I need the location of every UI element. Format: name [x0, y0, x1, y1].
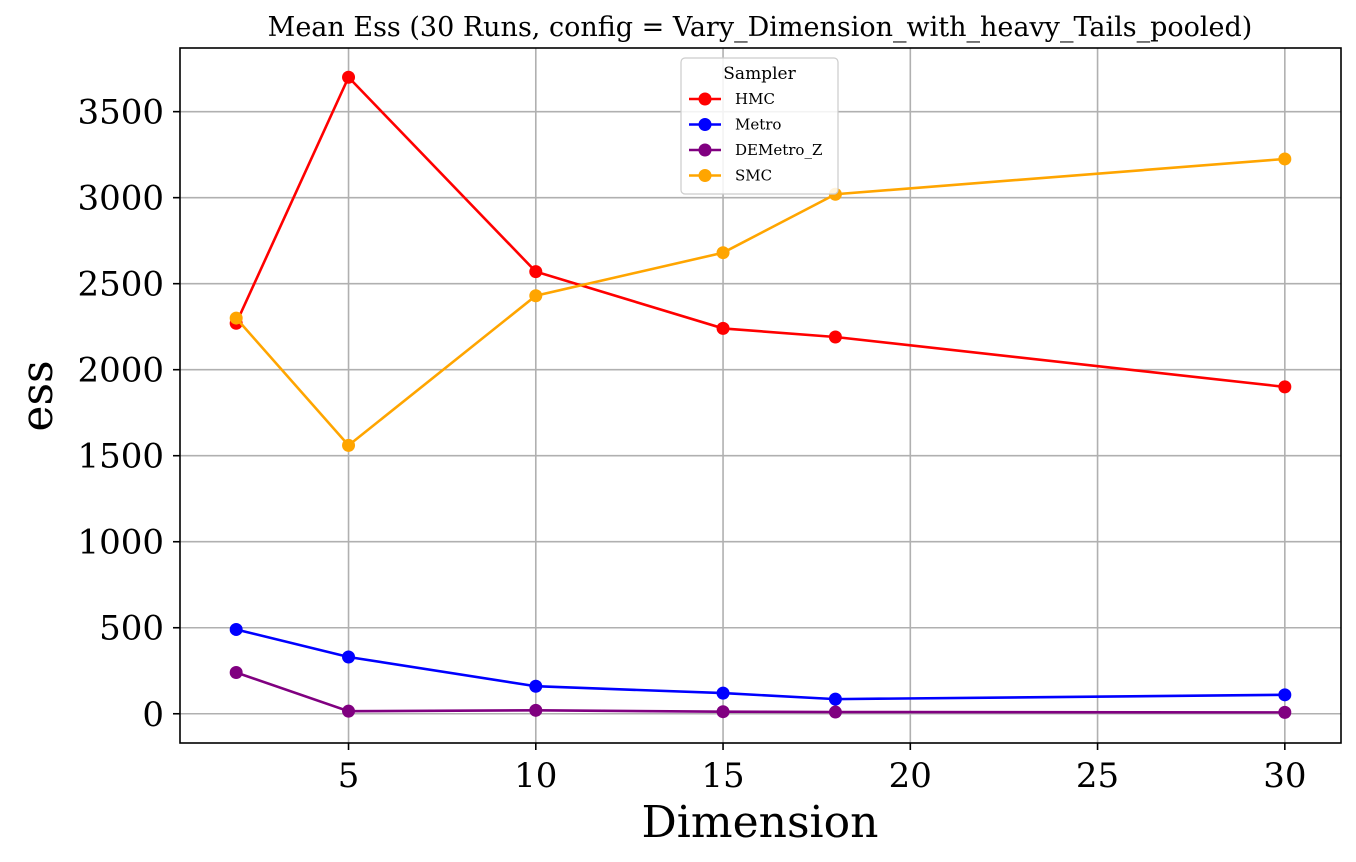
x-tick-label: 10 — [514, 756, 557, 796]
data-point-smc — [1278, 152, 1292, 166]
y-tick-label: 500 — [99, 609, 164, 649]
data-point-smc — [529, 289, 543, 303]
data-point-metro — [529, 679, 543, 693]
data-point-hmc — [529, 265, 543, 279]
legend-label: Metro — [735, 116, 781, 134]
plot-frame — [179, 47, 1342, 744]
data-point-metro — [716, 686, 730, 700]
legend-label: HMC — [735, 90, 775, 108]
legend-title: Sampler — [723, 64, 796, 84]
legend-swatch-marker — [698, 92, 712, 106]
legend-box — [680, 57, 839, 195]
x-tick-label: 25 — [1076, 756, 1119, 796]
y-tick-label: 1500 — [77, 437, 164, 477]
data-point-demetro-z — [229, 665, 243, 679]
legend-item-metro: Metro — [689, 116, 781, 134]
data-point-hmc — [342, 70, 356, 84]
x-tick-label: 15 — [701, 756, 744, 796]
legend-item-smc: SMC — [689, 167, 772, 185]
x-tick-label: 20 — [889, 756, 932, 796]
data-point-demetro-z — [716, 705, 730, 719]
data-point-demetro-z — [529, 703, 543, 717]
x-tick-label: 5 — [338, 756, 360, 796]
data-point-demetro-z — [342, 704, 356, 718]
y-tick-label: 1000 — [77, 523, 164, 563]
series-line-hmc — [234, 74, 1285, 389]
y-axis-label: ess — [12, 360, 63, 431]
x-tick-label: 30 — [1263, 756, 1306, 796]
legend-label: DEMetro_Z — [735, 141, 822, 159]
series-line-smc — [235, 157, 1285, 448]
data-point-metro — [828, 692, 842, 706]
legend-swatch-marker — [698, 143, 712, 157]
legend-swatch-marker — [698, 118, 712, 131]
y-tick-label: 0 — [142, 695, 164, 735]
chart-title: Mean Ess (30 Runs, config = Vary_Dimensi… — [268, 12, 1253, 43]
series-demetro-z — [229, 665, 1292, 719]
x-axis-label: Dimension — [642, 797, 879, 848]
legend-item-demetro-z: DEMetro_Z — [689, 141, 822, 159]
y-tick-label: 2000 — [77, 351, 164, 391]
legend-label: SMC — [735, 167, 772, 185]
data-point-metro — [229, 622, 243, 636]
series-metro — [229, 622, 1292, 706]
data-point-metro — [342, 650, 356, 664]
data-point-hmc — [716, 321, 730, 335]
y-tick-label: 3000 — [77, 179, 164, 219]
data-point-hmc — [828, 330, 842, 344]
legend-item-hmc: HMC — [689, 90, 775, 108]
series-smc — [229, 152, 1292, 452]
data-point-metro — [1278, 688, 1292, 702]
data-point-smc — [229, 311, 243, 325]
series-hmc — [229, 70, 1292, 394]
data-point-demetro-z — [828, 705, 842, 719]
y-tick-label: 3500 — [77, 93, 164, 133]
data-point-smc — [342, 438, 356, 452]
series-line-metro — [235, 628, 1285, 701]
y-tick-label: 2500 — [77, 265, 164, 305]
axes-layer: 5 10 15 20 25 30 0 500 1000 1500 2000 2500 3000 3500 — [77, 47, 1342, 796]
legend-swatch-marker — [698, 169, 712, 182]
legend: Sampler HMC Metro DEMetro_Z SMC — [680, 57, 839, 195]
series-line-demetro-z — [235, 671, 1285, 714]
data-point-hmc — [1278, 380, 1292, 394]
series-layer — [229, 70, 1292, 719]
data-point-smc — [716, 246, 730, 260]
data-point-demetro-z — [1278, 705, 1292, 719]
